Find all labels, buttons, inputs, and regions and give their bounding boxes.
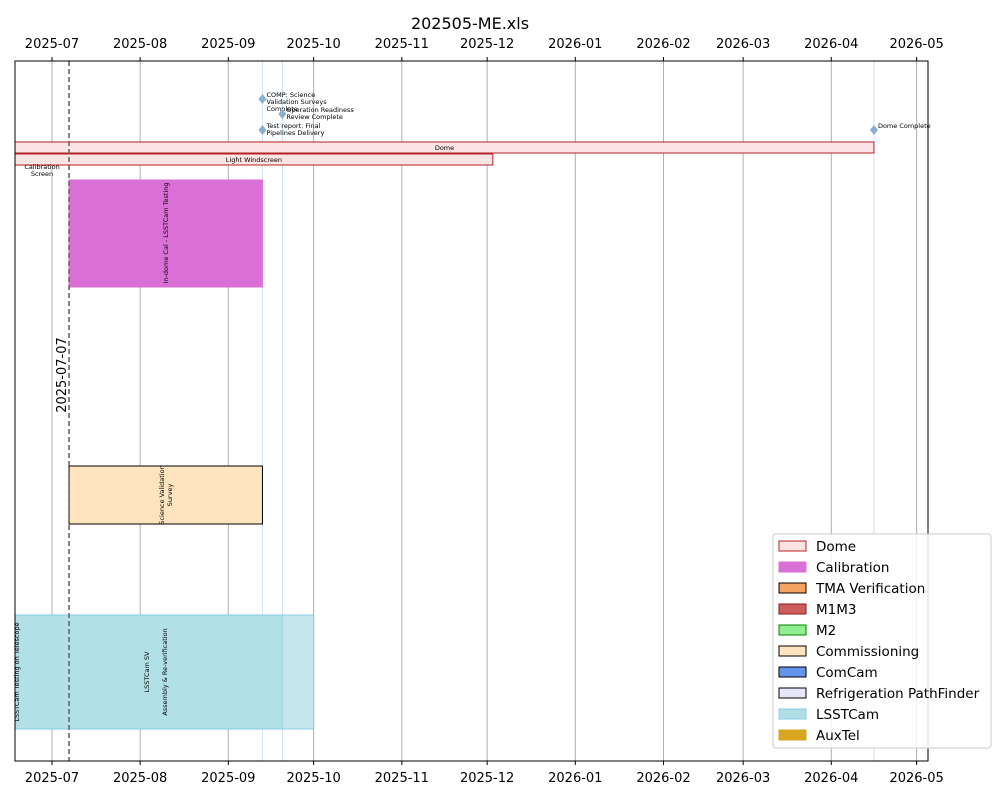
x-tick-label-bottom: 2025-12 bbox=[460, 771, 514, 786]
bar-label: Science ValidationSurvey bbox=[158, 465, 174, 524]
x-tick-label-top: 2026-03 bbox=[716, 37, 770, 52]
legend-label: Refrigeration PathFinder bbox=[816, 686, 980, 702]
legend-swatch bbox=[778, 624, 807, 636]
bar-label: Assembly & Re-verification bbox=[161, 628, 169, 715]
milestone-marker bbox=[869, 125, 878, 135]
milestone-label: Operation Readiness Review Complete bbox=[286, 106, 354, 121]
x-tick-label-top: 2025-07 bbox=[25, 37, 79, 52]
bar-label: Calibration Screen bbox=[24, 163, 59, 178]
legend-swatch bbox=[778, 666, 807, 678]
legend-label: ComCam bbox=[816, 665, 878, 681]
legend-swatch bbox=[778, 645, 807, 657]
x-tick-label-bottom: 2025-09 bbox=[201, 771, 255, 786]
legend-frame bbox=[772, 533, 992, 749]
legend-swatch bbox=[778, 540, 807, 552]
x-tick-label-bottom: 2025-11 bbox=[375, 771, 429, 786]
legend-swatch bbox=[778, 687, 807, 699]
x-tick-label-bottom: 2025-08 bbox=[113, 771, 167, 786]
bar-science-validation-survey bbox=[68, 465, 263, 525]
legend-swatch bbox=[778, 582, 807, 594]
bar-label: Dome bbox=[435, 144, 454, 152]
x-tick-label-bottom: 2026-03 bbox=[716, 771, 770, 786]
milestone-label: Test report: Final Pipelines Delivery bbox=[265, 122, 324, 137]
legend-label: Calibration bbox=[816, 560, 889, 576]
legend-label: TMA Verification bbox=[815, 581, 925, 597]
legend-label: M2 bbox=[816, 623, 836, 639]
axis-layer: 2025-07 2025-07 2025-08 2025-08 2025-09 2025-… bbox=[14, 37, 944, 786]
x-tick-label-top: 2026-02 bbox=[636, 37, 690, 52]
legend-label: LSSTCam bbox=[816, 707, 879, 723]
legend-swatch bbox=[778, 708, 807, 720]
legend-swatch bbox=[778, 561, 807, 573]
bars-layer: Dome Light Windscreen Calibration Screen In-… bbox=[13, 141, 875, 730]
x-tick-label-top: 2025-08 bbox=[113, 37, 167, 52]
x-tick-label-top: 2026-05 bbox=[889, 37, 943, 52]
milestone-label: COMP: Science Validation Surveys Complete bbox=[266, 91, 327, 113]
chart-title: 202505-ME.xls bbox=[411, 14, 529, 33]
x-tick-label-bottom: 2025-10 bbox=[286, 771, 340, 786]
legend-label: Dome bbox=[816, 539, 856, 555]
x-tick-label-top: 2025-11 bbox=[375, 37, 429, 52]
x-tick-label-top: 2025-09 bbox=[201, 37, 255, 52]
milestone-marker bbox=[258, 94, 267, 104]
bar-label: In-dome Cal - LSSTCam Testing bbox=[162, 183, 170, 284]
plot-frame bbox=[14, 60, 929, 762]
x-tick-label-top: 2025-12 bbox=[460, 37, 514, 52]
x-tick-label-top: 2026-04 bbox=[804, 37, 858, 52]
legend-label: M1M3 bbox=[816, 602, 856, 618]
legend-label: AuxTel bbox=[816, 728, 860, 744]
x-tick-label-bottom: 2026-01 bbox=[548, 771, 602, 786]
x-tick-label-bottom: 2025-07 bbox=[25, 771, 79, 786]
bar-label: LSSTCam Testing on Telescope bbox=[13, 622, 21, 721]
legend-swatch bbox=[778, 729, 807, 741]
legend-label: Commissioning bbox=[816, 644, 919, 660]
bar-in-dome-cal-lsstcam-testing bbox=[68, 179, 263, 288]
milestone-layer: 2025-07-07 COMP: Science Validation Survey… bbox=[55, 61, 931, 761]
x-tick-label-bottom: 2026-05 bbox=[889, 771, 943, 786]
x-tick-label-top: 2026-01 bbox=[548, 37, 602, 52]
milestone-marker bbox=[258, 125, 267, 135]
milestone-marker bbox=[278, 109, 287, 119]
x-tick-label-bottom: 2026-04 bbox=[804, 771, 858, 786]
legend: Dome Calibration TMA Verification M1M3 M2 Com… bbox=[772, 533, 992, 749]
x-tick-label-bottom: 2026-02 bbox=[636, 771, 690, 786]
x-tick-label-top: 2025-10 bbox=[286, 37, 340, 52]
legend-swatch bbox=[778, 603, 807, 615]
today-line-label: 2025-07-07 bbox=[55, 337, 70, 413]
bar-label: LSSTCam SV bbox=[143, 651, 151, 693]
bar-label: Light Windscreen bbox=[226, 156, 282, 164]
milestone-label: Dome Complete bbox=[878, 122, 931, 130]
